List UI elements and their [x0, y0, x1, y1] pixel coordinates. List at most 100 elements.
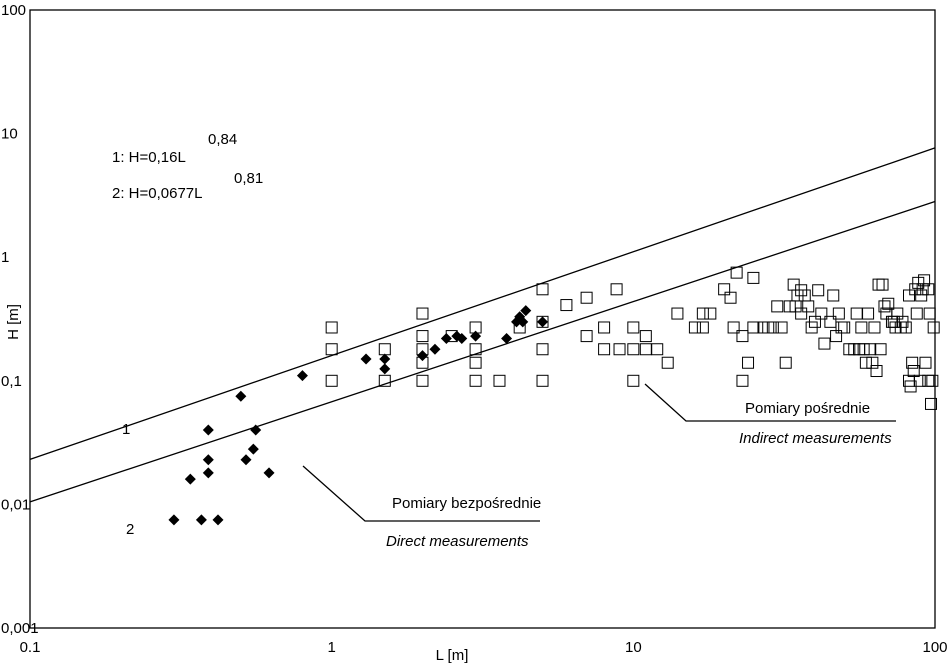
direct-measurement-marker	[296, 370, 308, 382]
direct-measurement-marker	[520, 305, 532, 317]
indirect-measurement-marker	[878, 300, 891, 313]
indirect-measurement-marker	[832, 307, 845, 320]
x-axis-label: L [m]	[436, 647, 469, 664]
indirect-measurement-marker	[610, 283, 623, 296]
indirect-label-pl: Pomiary pośrednie	[745, 400, 870, 417]
indirect-measurement-marker	[922, 283, 935, 296]
indirect-measurement-marker	[766, 321, 779, 334]
equation-1: 1: H=0,16L	[112, 149, 186, 166]
direct-measurement-marker	[184, 473, 196, 485]
indirect-measurement-marker	[536, 315, 549, 328]
direct-measurement-marker	[501, 332, 513, 344]
data-markers	[168, 266, 940, 526]
indirect-measurement-marker	[859, 356, 872, 369]
indirect-measurement-marker	[325, 374, 338, 387]
direct-measurement-marker	[202, 424, 214, 436]
indirect-measurement-marker	[469, 321, 482, 334]
indirect-measurement-marker	[513, 321, 526, 334]
direct-leader-line	[302, 465, 540, 522]
indirect-measurement-marker	[688, 321, 701, 334]
indirect-measurement-marker	[864, 343, 877, 356]
indirect-measurement-marker	[903, 289, 916, 302]
indirect-measurement-marker	[910, 307, 923, 320]
direct-measurement-marker	[212, 514, 224, 526]
indirect-measurement-marker	[775, 321, 788, 334]
y-axis-label: H [m]	[5, 304, 22, 340]
indirect-measurement-marker	[919, 356, 932, 369]
indirect-measurement-marker	[868, 321, 881, 334]
fit-line-2	[29, 200, 936, 503]
indirect-measurement-marker	[469, 343, 482, 356]
x-tick-label: 1	[327, 639, 335, 656]
indirect-measurement-marker	[469, 374, 482, 387]
indirect-measurement-marker	[639, 330, 652, 343]
indirect-measurement-marker	[718, 283, 731, 296]
indirect-measurement-marker	[325, 343, 338, 356]
indirect-measurement-marker	[580, 291, 593, 304]
y-tick-label: 0,001	[1, 620, 39, 637]
direct-measurement-marker	[360, 353, 372, 365]
indirect-measurement-marker	[493, 374, 506, 387]
indirect-measurement-marker	[736, 374, 749, 387]
indirect-measurement-marker	[416, 356, 429, 369]
indirect-measurement-marker	[927, 321, 940, 334]
indirect-measurement-marker	[915, 289, 928, 302]
indirect-measurement-marker	[378, 374, 391, 387]
indirect-measurement-marker	[696, 321, 709, 334]
direct-measurement-marker	[250, 424, 262, 436]
indirect-measurement-marker	[870, 365, 883, 378]
indirect-measurement-marker	[918, 274, 931, 287]
direct-measurement-marker	[202, 467, 214, 479]
indirect-measurement-marker	[862, 307, 875, 320]
indirect-measurement-marker	[661, 356, 674, 369]
direct-measurement-marker	[379, 363, 391, 375]
indirect-measurement-marker	[730, 266, 743, 279]
indirect-measurement-marker	[926, 374, 939, 387]
indirect-measurement-marker	[627, 374, 640, 387]
indirect-measurement-marker	[899, 321, 912, 334]
indirect-measurement-marker	[727, 321, 740, 334]
indirect-measurement-marker	[736, 330, 749, 343]
direct-label-en: Direct measurements	[386, 533, 529, 550]
y-tick-label: 0,1	[1, 373, 22, 390]
indirect-measurement-marker	[627, 343, 640, 356]
indirect-measurement-marker	[696, 307, 709, 320]
indirect-measurement-marker	[925, 397, 938, 410]
x-tick-labels: 0.1 1 10 100	[20, 639, 948, 656]
indirect-measurement-marker	[808, 315, 821, 328]
direct-measurement-marker	[195, 514, 207, 526]
indirect-measurement-marker	[742, 356, 755, 369]
indirect-measurement-marker	[416, 307, 429, 320]
indirect-measurement-marker	[724, 291, 737, 304]
indirect-measurement-marker	[325, 321, 338, 334]
equation-2: 2: H=0,0677L	[112, 185, 203, 202]
indirect-measurement-marker	[536, 283, 549, 296]
indirect-measurement-marker	[815, 307, 828, 320]
fit-lines	[29, 147, 936, 503]
y-tick-label: 1	[1, 249, 9, 266]
indirect-measurement-marker	[416, 330, 429, 343]
equation-1-exponent: 0,84	[208, 131, 237, 148]
x-tick-label: 100	[922, 639, 947, 656]
indirect-measurement-marker	[613, 343, 626, 356]
indirect-measurement-marker	[747, 271, 760, 284]
indirect-measurement-marker	[704, 307, 717, 320]
direct-measurement-marker	[416, 350, 428, 362]
direct-measurement-marker	[235, 390, 247, 402]
indirect-measurement-marker	[923, 307, 936, 320]
indirect-measurement-marker	[907, 365, 920, 378]
indirect-measurement-marker	[882, 297, 895, 310]
indirect-measurement-marker	[598, 321, 611, 334]
indirect-measurement-marker	[536, 343, 549, 356]
indirect-measurement-marker	[580, 330, 593, 343]
plot-frame	[29, 9, 936, 629]
indirect-leader-line	[644, 383, 896, 422]
y-tick-label: 10	[1, 126, 18, 143]
indirect-measurement-marker	[627, 321, 640, 334]
indirect-measurement-marker	[651, 343, 664, 356]
line-label-1: 1	[122, 421, 130, 438]
indirect-measurement-marker	[802, 300, 815, 313]
x-tick-label: 10	[625, 639, 642, 656]
x-tick-label: 0.1	[20, 639, 41, 656]
